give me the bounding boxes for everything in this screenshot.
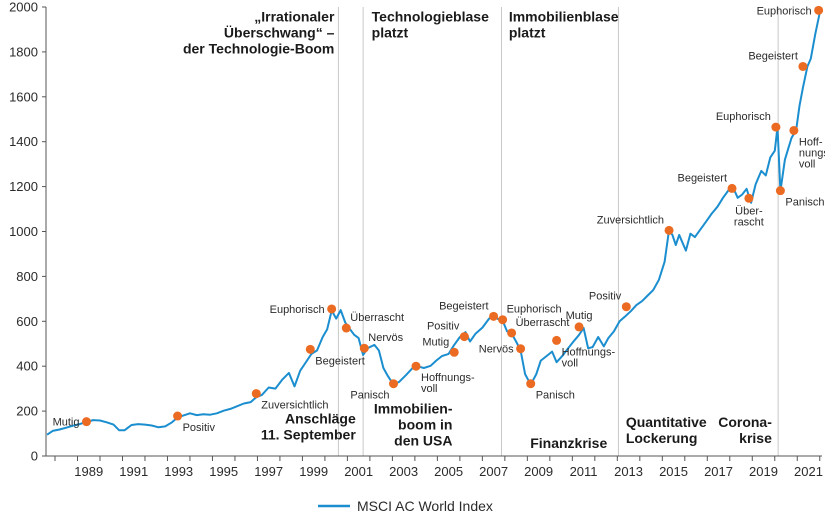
y-tick-label: 2000 bbox=[9, 0, 38, 15]
sentiment-label: Euphorisch bbox=[716, 111, 771, 123]
annotation-tech-bubble: Technologieblase platzt bbox=[372, 9, 489, 41]
x-tick-label: 2019 bbox=[749, 464, 778, 479]
sentiment-label: Mutig bbox=[53, 417, 80, 429]
sentiment-label: Euphorisch bbox=[507, 304, 562, 316]
sentiment-marker bbox=[552, 335, 562, 345]
sentiment-label: Über-rascht bbox=[734, 205, 764, 228]
y-tick-label: 400 bbox=[16, 359, 38, 374]
x-tick-label: 1997 bbox=[254, 464, 283, 479]
series-layer bbox=[46, 10, 822, 436]
event-annotations: „Irrationaler Überschwang“ – der Technolog… bbox=[183, 9, 772, 452]
y-tick-label: 1000 bbox=[9, 224, 38, 239]
sentiment-marker bbox=[775, 186, 785, 196]
sentiment-marker bbox=[327, 304, 337, 314]
sentiment-label: Positiv bbox=[427, 321, 460, 333]
annotation-qe: Quantitative Lockerung bbox=[626, 414, 707, 446]
sentiment-marker bbox=[507, 328, 517, 338]
sentiment-label: Begeistert bbox=[677, 172, 727, 184]
x-tick-label: 2013 bbox=[614, 464, 643, 479]
x-tick-label: 1999 bbox=[299, 464, 328, 479]
x-tick-label: 1993 bbox=[164, 464, 193, 479]
x-tick-label: 2021 bbox=[794, 464, 823, 479]
sentiment-marker bbox=[251, 389, 261, 399]
sentiment-label: Zuversichtlich bbox=[261, 400, 328, 412]
annotation-financial-crisis: Finanzkrise bbox=[530, 435, 607, 451]
x-tick-label: 1991 bbox=[119, 464, 148, 479]
sentiment-marker bbox=[744, 193, 754, 203]
event-lines bbox=[337, 7, 779, 456]
series-line-msci bbox=[46, 10, 822, 436]
sentiment-label: Nervös bbox=[368, 332, 403, 344]
sentiment-marker bbox=[574, 322, 584, 332]
sentiment-label: Überrascht bbox=[516, 317, 570, 329]
sentiment-label: Mutig bbox=[422, 336, 449, 348]
annotation-attacks: Anschläge 11. September bbox=[261, 410, 356, 442]
sentiment-marker bbox=[389, 379, 399, 389]
sentiment-marker bbox=[459, 332, 469, 342]
sentiment-marker bbox=[489, 311, 499, 321]
x-tick-label: 2007 bbox=[479, 464, 508, 479]
x-tick-label: 1989 bbox=[74, 464, 103, 479]
sentiment-label: Positiv bbox=[589, 291, 622, 303]
annotation-corona: Corona-krise bbox=[718, 414, 772, 446]
x-tick-label: 1995 bbox=[209, 464, 238, 479]
x-tick-label: 2009 bbox=[524, 464, 553, 479]
x-tick-label: 2011 bbox=[570, 464, 598, 479]
sentiment-marker bbox=[173, 411, 183, 421]
sentiment-marker bbox=[359, 343, 369, 353]
y-tick-label: 1400 bbox=[9, 134, 38, 149]
x-tick-label: 2017 bbox=[704, 464, 733, 479]
y-tick-label: 1200 bbox=[9, 179, 38, 194]
sentiment-label: Überrascht bbox=[350, 312, 404, 324]
annotation-housing-boom: Immobilien-boom in den USA bbox=[374, 400, 453, 448]
sentiment-marker bbox=[798, 61, 808, 71]
axes: 0 200 400 600 800 1000 1200 1400 1600 1800 2000 198… bbox=[9, 0, 823, 479]
y-tick-label: 0 bbox=[31, 449, 38, 464]
y-tick-label: 1800 bbox=[9, 44, 38, 59]
sentiment-label: Hoffnungs-voll bbox=[562, 346, 616, 369]
sentiment-marker bbox=[727, 183, 737, 193]
y-tick-label: 1600 bbox=[9, 89, 38, 104]
sentiment-marker bbox=[516, 344, 526, 354]
sentiment-label: Euphorisch bbox=[270, 304, 325, 316]
x-tick-label: 2001 bbox=[344, 464, 373, 479]
annotation-housing-bubble: Immobilienblase platzt bbox=[509, 9, 619, 41]
sentiment-label: Panisch bbox=[350, 390, 389, 402]
sentiment-label: Nervös bbox=[479, 344, 514, 356]
sentiment-label: Positiv bbox=[183, 422, 216, 434]
sentiment-label: Euphorisch bbox=[757, 5, 812, 17]
sentiment-marker bbox=[621, 302, 631, 312]
sentiment-marker bbox=[814, 5, 824, 15]
sentiment-marker bbox=[449, 347, 459, 357]
sentiment-marker bbox=[305, 344, 315, 354]
x-tick-label: 2015 bbox=[659, 464, 688, 479]
sentiment-label: Begeistert bbox=[439, 300, 489, 312]
sentiment-marker bbox=[411, 361, 421, 371]
y-tick-label: 200 bbox=[16, 404, 38, 419]
sentiment-label: Hoff-nungs-voll bbox=[799, 136, 825, 170]
legend: MSCI AC World Index bbox=[318, 498, 493, 514]
sentiment-marker bbox=[771, 122, 781, 132]
sentiment-label: Begeistert bbox=[748, 50, 798, 62]
annotation-tech-boom: „Irrationaler Überschwang“ – der Technolog… bbox=[183, 9, 335, 57]
sentiment-marker bbox=[526, 379, 536, 389]
y-tick-label: 600 bbox=[16, 314, 38, 329]
y-tick-label: 800 bbox=[16, 269, 38, 284]
sentiment-marker bbox=[789, 125, 799, 135]
sentiment-marker bbox=[664, 225, 674, 235]
sentiment-marker bbox=[341, 323, 351, 333]
sentiment-marker bbox=[81, 417, 91, 427]
sentiment-label: Zuversichtlich bbox=[597, 214, 664, 226]
sentiment-label: Hoffnungs-voll bbox=[421, 372, 475, 395]
sentiment-label: Panisch bbox=[785, 197, 824, 209]
sentiment-label: Mutig bbox=[566, 310, 593, 322]
sentiment-label: Begeistert bbox=[315, 355, 365, 367]
x-tick-label: 2003 bbox=[389, 464, 418, 479]
x-tick-label: 2005 bbox=[434, 464, 463, 479]
sentiment-markers: Mutig Positiv Zuversichtlich Begeistert Euph… bbox=[53, 5, 825, 434]
legend-label: MSCI AC World Index bbox=[357, 498, 493, 514]
sentiment-label: Panisch bbox=[536, 390, 575, 402]
sentiment-marker bbox=[498, 315, 508, 325]
